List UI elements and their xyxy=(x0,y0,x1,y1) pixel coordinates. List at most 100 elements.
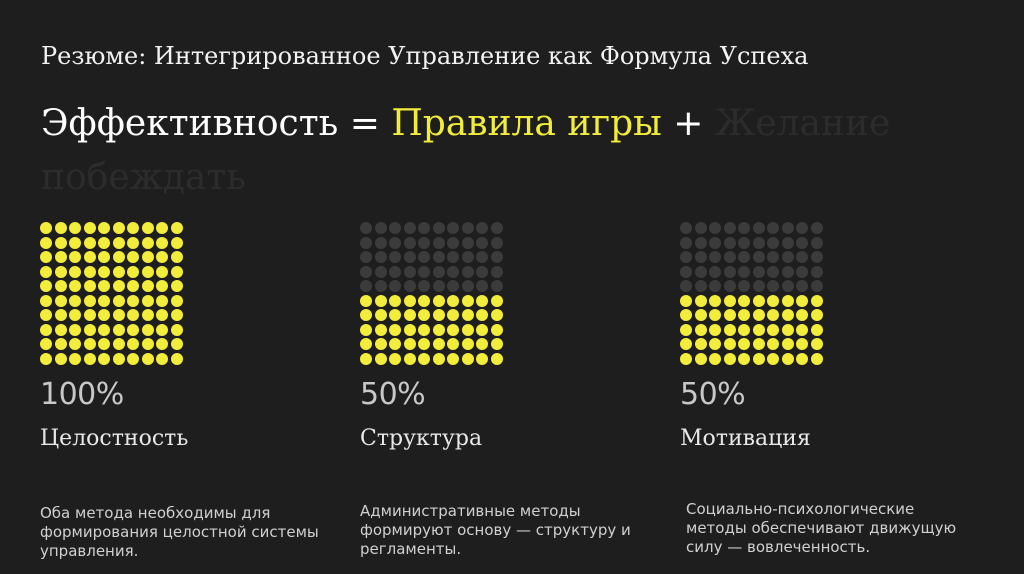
metric-title: Целостность xyxy=(40,426,189,451)
dot xyxy=(141,222,154,234)
dot xyxy=(127,251,139,263)
metric-card-motivation: 50% Мотивация Социально-психологические … xyxy=(680,222,980,556)
dot xyxy=(83,280,96,292)
dot xyxy=(447,352,459,365)
dot xyxy=(680,236,692,249)
dot xyxy=(112,236,125,249)
dot xyxy=(694,323,707,336)
dot xyxy=(476,352,488,365)
dot xyxy=(810,352,823,365)
dot xyxy=(54,323,67,336)
dot xyxy=(447,323,459,336)
dot xyxy=(694,236,707,249)
dot xyxy=(680,222,692,234)
dot xyxy=(54,251,67,263)
formula-faded-term: Желание побеждать xyxy=(41,103,891,198)
dot xyxy=(810,323,823,336)
dot xyxy=(40,280,52,292)
dot xyxy=(752,265,765,278)
dot xyxy=(112,265,125,278)
dot xyxy=(476,222,488,234)
dot xyxy=(810,222,823,234)
dot xyxy=(709,251,721,263)
dot xyxy=(83,222,96,234)
dot xyxy=(156,294,168,307)
metric-description: Оба метода необходимы для формирования ц… xyxy=(40,504,319,560)
metric-percent: 100% xyxy=(40,377,124,412)
dot xyxy=(403,236,416,249)
dot xyxy=(127,236,139,249)
dot xyxy=(476,294,488,307)
dot xyxy=(490,309,503,321)
dot xyxy=(694,251,707,263)
dot xyxy=(389,338,401,350)
dot xyxy=(112,352,125,365)
dot xyxy=(127,338,139,350)
dot xyxy=(54,222,67,234)
dot xyxy=(781,251,794,263)
dot xyxy=(403,251,416,263)
dot xyxy=(389,323,401,336)
dot xyxy=(461,338,474,350)
dot xyxy=(141,309,154,321)
metric-percent: 50% xyxy=(360,377,426,412)
dot xyxy=(170,280,183,292)
dot xyxy=(170,251,183,263)
dot xyxy=(127,352,139,365)
dot xyxy=(738,280,750,292)
dot xyxy=(127,222,139,234)
dot xyxy=(490,251,503,263)
dot xyxy=(98,222,110,234)
dot xyxy=(752,294,765,307)
dot xyxy=(752,309,765,321)
dot xyxy=(98,309,110,321)
dot xyxy=(781,323,794,336)
dot xyxy=(54,280,67,292)
dot xyxy=(680,338,692,350)
dot xyxy=(418,323,430,336)
dot xyxy=(767,251,779,263)
dot xyxy=(69,236,81,249)
dot xyxy=(767,309,779,321)
dot xyxy=(781,265,794,278)
dot xyxy=(461,323,474,336)
dot xyxy=(680,352,692,365)
dot xyxy=(694,280,707,292)
dot xyxy=(418,236,430,249)
dot xyxy=(767,352,779,365)
dot xyxy=(447,236,459,249)
dot xyxy=(461,222,474,234)
dot xyxy=(69,352,81,365)
dot xyxy=(360,338,372,350)
dot xyxy=(723,338,736,350)
dot-grid-structure xyxy=(360,222,660,365)
dot xyxy=(752,280,765,292)
dot xyxy=(127,280,139,292)
dot xyxy=(796,265,808,278)
dot xyxy=(738,236,750,249)
dot xyxy=(752,338,765,350)
dot xyxy=(170,236,183,249)
dot xyxy=(781,294,794,307)
dot xyxy=(796,280,808,292)
dot xyxy=(403,222,416,234)
dot xyxy=(752,236,765,249)
dot xyxy=(54,294,67,307)
dot xyxy=(680,251,692,263)
dot xyxy=(374,352,387,365)
dot xyxy=(490,236,503,249)
dot xyxy=(360,352,372,365)
dot xyxy=(476,280,488,292)
dot xyxy=(694,294,707,307)
dot xyxy=(447,251,459,263)
dot xyxy=(767,222,779,234)
dot xyxy=(709,352,721,365)
dot xyxy=(680,280,692,292)
dot xyxy=(461,294,474,307)
dot xyxy=(767,236,779,249)
dot xyxy=(360,236,372,249)
dot xyxy=(403,294,416,307)
dot xyxy=(360,265,372,278)
metric-title: Мотивация xyxy=(680,426,811,451)
